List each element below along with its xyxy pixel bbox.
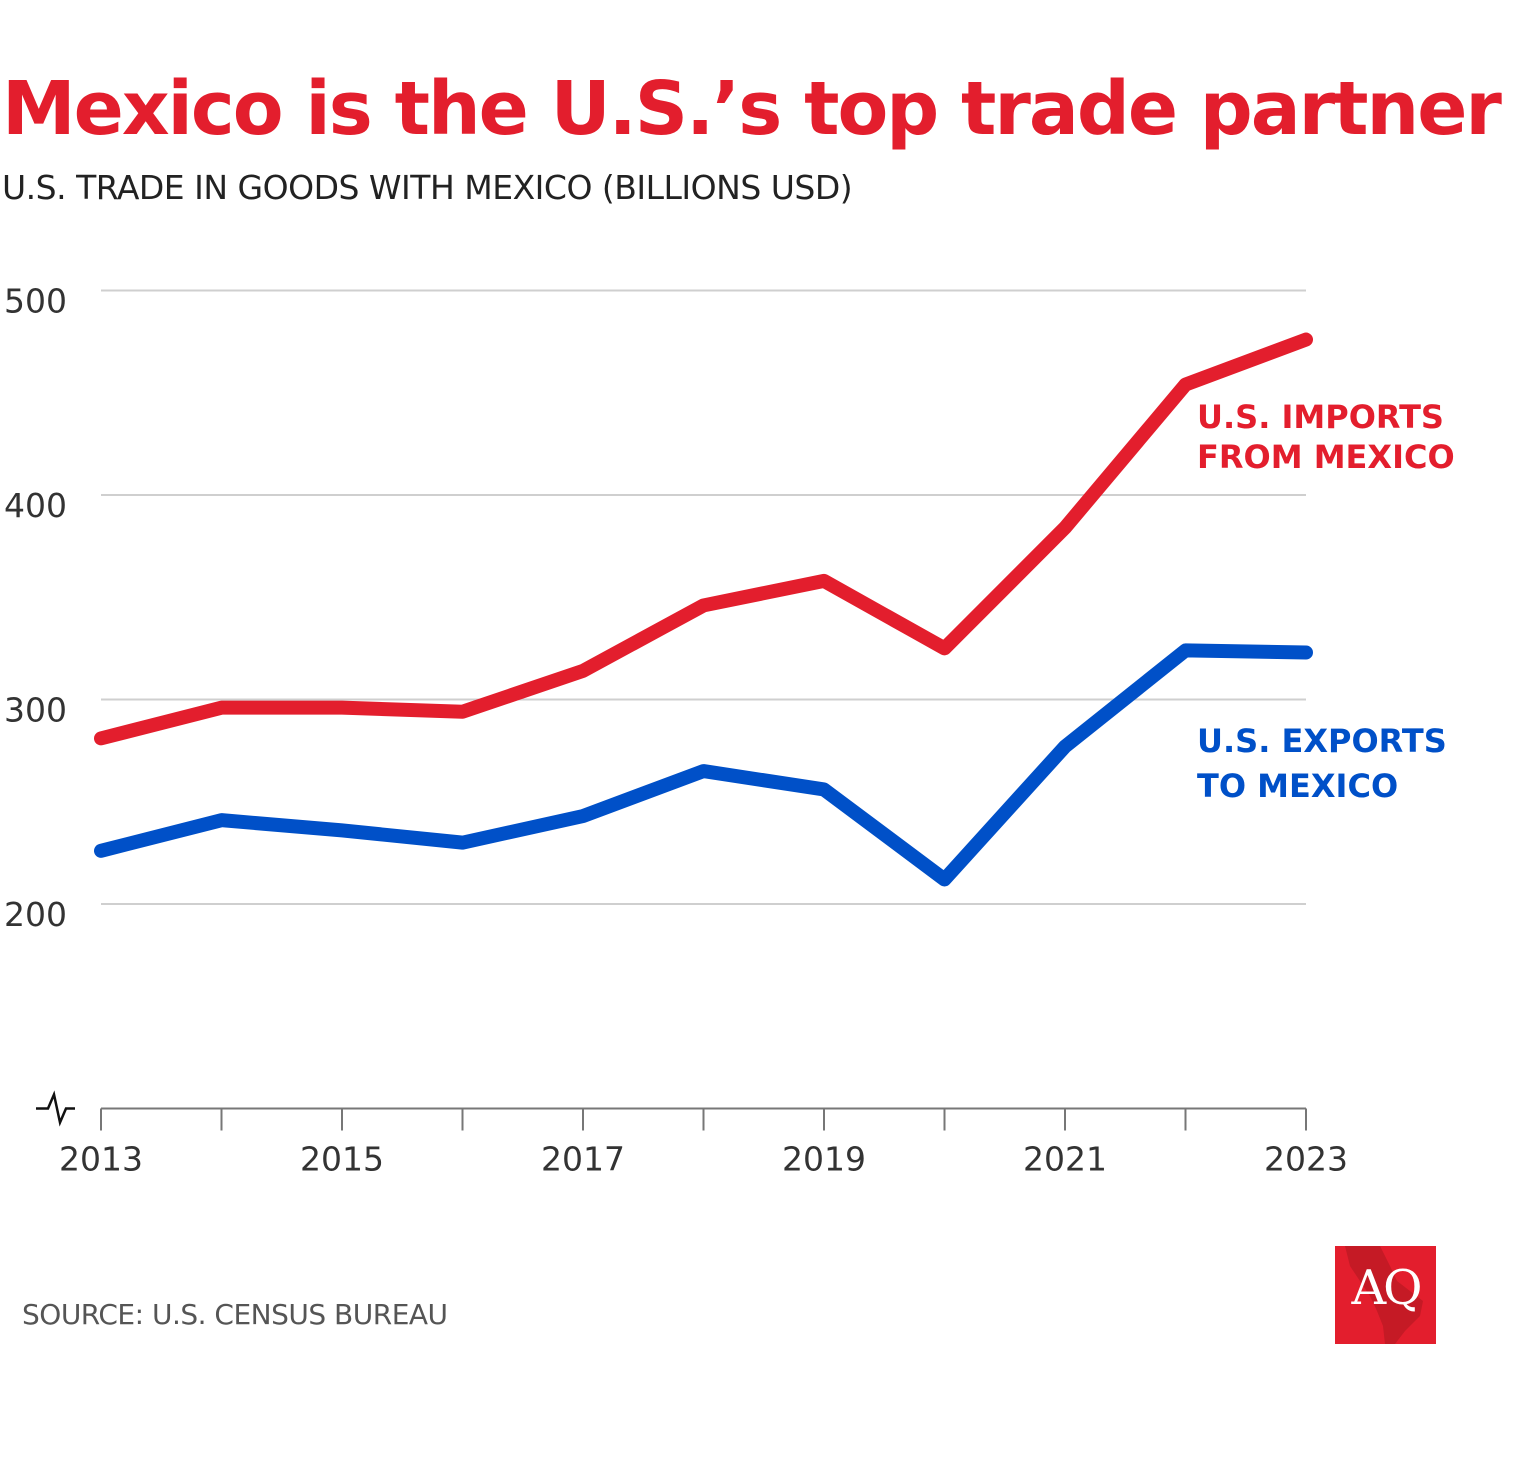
- logo-text: AQ: [1351, 1260, 1422, 1316]
- source-note: SOURCE: U.S. CENSUS BUREAU: [22, 1298, 448, 1331]
- chart-title: Mexico is the U.S.’s top trade partner: [2, 66, 1502, 152]
- x-tick-label: 2019: [782, 1140, 866, 1179]
- x-tick-label: 2023: [1264, 1140, 1348, 1179]
- americas-map-icon: [1345, 1246, 1423, 1344]
- series-label: U.S. IMPORTS: [1197, 398, 1444, 436]
- y-tick-label: 400: [4, 486, 67, 525]
- x-tick-label: 2015: [300, 1140, 384, 1179]
- series-line-exports: [94, 643, 1313, 887]
- series-label: TO MEXICO: [1197, 767, 1398, 805]
- x-tick-label: 2017: [541, 1140, 625, 1179]
- axis-break-icon: [36, 1090, 75, 1127]
- series-line-imports: [94, 332, 1313, 746]
- x-tick-label: 2021: [1023, 1140, 1107, 1179]
- x-tick-label: 2013: [59, 1140, 143, 1179]
- series-label: FROM MEXICO: [1197, 438, 1455, 476]
- aq-logo: AQ: [1335, 1246, 1436, 1344]
- series-label: U.S. EXPORTS: [1197, 722, 1447, 760]
- y-tick-label: 300: [4, 691, 67, 730]
- y-tick-label: 200: [4, 895, 67, 934]
- chart-subtitle: U.S. TRADE IN GOODS WITH MEXICO (BILLION…: [2, 168, 853, 207]
- y-tick-label: 500: [4, 282, 67, 321]
